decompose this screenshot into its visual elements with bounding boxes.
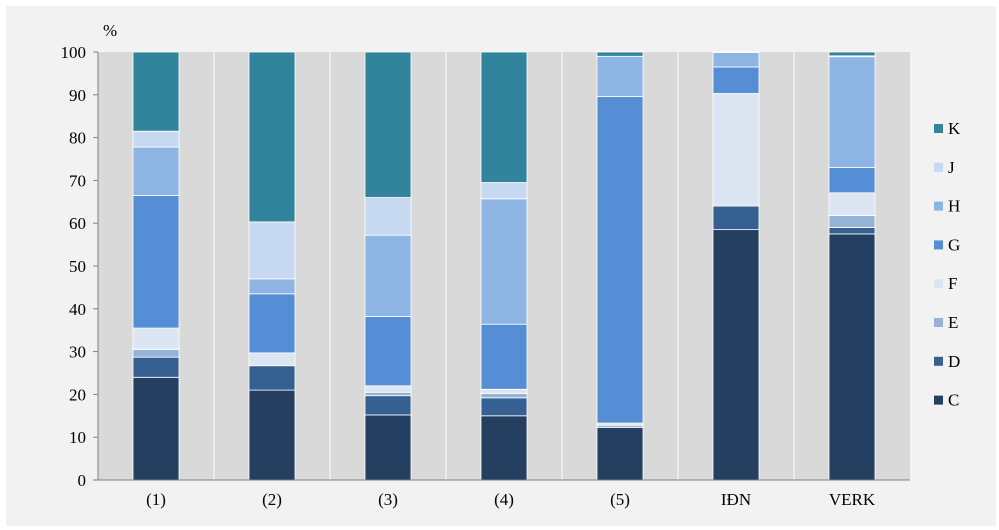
bar-segment-F bbox=[132, 327, 180, 350]
bar-segment-J bbox=[480, 182, 528, 200]
y-tick-label: 100 bbox=[61, 43, 87, 62]
bar-segment-K bbox=[480, 51, 528, 183]
bar-segment-K bbox=[596, 51, 644, 57]
x-tick-label: (5) bbox=[610, 490, 630, 509]
bar-segment-H bbox=[132, 146, 180, 196]
y-unit-label: % bbox=[103, 21, 117, 40]
bar-segment-H bbox=[596, 55, 644, 97]
y-tick-label: 20 bbox=[69, 385, 86, 404]
bar-segment-D bbox=[712, 205, 760, 231]
bar-segment-F bbox=[364, 385, 412, 393]
bar-segment-H bbox=[364, 234, 412, 317]
legend-swatch-G bbox=[934, 240, 943, 250]
axes: (1) (2) (3) (4) (5) IÐN VERK 0 10 20 30 40 50 60 70 80 9… bbox=[61, 43, 910, 509]
bar-segment-F bbox=[480, 388, 528, 394]
bar-segment-E bbox=[480, 393, 528, 399]
bar-segment-G bbox=[828, 167, 876, 194]
legend-label-G: G bbox=[948, 235, 960, 254]
bars bbox=[132, 51, 876, 481]
bar-segment-D bbox=[828, 227, 876, 235]
y-tick-label: 70 bbox=[69, 171, 86, 190]
legend-label-E: E bbox=[948, 313, 958, 332]
bar-segment-D bbox=[364, 395, 412, 416]
legend-swatch-H bbox=[934, 201, 943, 211]
bar-segment-J bbox=[248, 221, 296, 280]
x-tick-label: IÐN bbox=[721, 490, 751, 509]
x-tick-label: (1) bbox=[146, 490, 166, 509]
bar-segment-J bbox=[132, 130, 180, 148]
bar-segment-K bbox=[248, 51, 296, 223]
legend-swatch-D bbox=[934, 356, 943, 366]
y-tick-label: 90 bbox=[69, 86, 86, 105]
grid-lines bbox=[213, 52, 795, 480]
bar-segment-K bbox=[132, 51, 180, 132]
legend-label-C: C bbox=[948, 391, 959, 410]
bar-segment-J bbox=[364, 197, 412, 236]
bar-segment-D bbox=[248, 365, 296, 391]
bar-segment-C bbox=[248, 389, 296, 481]
bar-segment-G bbox=[480, 323, 528, 390]
bar-segment-G bbox=[712, 66, 760, 94]
bar-segment-J bbox=[712, 51, 760, 53]
bar-segment-C bbox=[480, 415, 528, 481]
legend-swatch-J bbox=[934, 162, 943, 172]
y-tick-label: 50 bbox=[69, 257, 86, 276]
x-tick-label: (2) bbox=[262, 490, 282, 509]
bar-segment-F bbox=[828, 192, 876, 216]
x-tick-label: VERK bbox=[829, 490, 876, 509]
bar-segment-H bbox=[712, 52, 760, 68]
legend-swatch-F bbox=[934, 279, 943, 289]
y-tick-label: 30 bbox=[69, 343, 86, 362]
bar-segment-C bbox=[828, 233, 876, 481]
x-tick-label: (3) bbox=[378, 490, 398, 509]
legend-label-H: H bbox=[948, 197, 960, 216]
bar-segment-H bbox=[828, 56, 876, 168]
bar-segment-F bbox=[712, 93, 760, 207]
bar-segment-G bbox=[132, 194, 180, 329]
legend-swatch-K bbox=[934, 124, 943, 133]
legend-label-K: K bbox=[948, 119, 961, 138]
legend-label-J: J bbox=[948, 158, 955, 177]
bar-segment-G bbox=[248, 293, 296, 354]
y-tick-label: 10 bbox=[69, 428, 86, 447]
bar-segment-C bbox=[596, 426, 644, 481]
y-tick-label: 40 bbox=[69, 300, 86, 319]
legend: K J HG F E D C bbox=[934, 119, 961, 410]
legend-label-D: D bbox=[948, 352, 960, 371]
legend-label-F: F bbox=[948, 274, 957, 293]
legend-swatch-C bbox=[934, 395, 943, 405]
y-tick-label: 0 bbox=[78, 471, 87, 490]
x-tick-label: (4) bbox=[494, 490, 514, 509]
bar-segment-D bbox=[480, 397, 528, 417]
bar-segment-C bbox=[712, 229, 760, 481]
bar-segment-G bbox=[596, 96, 644, 424]
bar-segment-G bbox=[364, 316, 412, 387]
bar-segment-D bbox=[132, 356, 180, 378]
y-tick-label: 60 bbox=[69, 214, 86, 233]
bar-segment-C bbox=[132, 376, 180, 481]
bar-segment-C bbox=[364, 414, 412, 481]
bar-segment-H bbox=[480, 198, 528, 325]
y-tick-label: 80 bbox=[69, 129, 86, 148]
bar-segment-E bbox=[828, 215, 876, 228]
legend-swatch-E bbox=[934, 318, 943, 327]
bar-segment-K bbox=[828, 51, 876, 57]
bar-segment-E bbox=[364, 391, 412, 397]
stacked-bar-chart: (1) (2) (3) (4) (5) IÐN VERK 0 10 20 30 40 50 60 70 80 9… bbox=[61, 21, 962, 509]
bar-segment-H bbox=[248, 278, 296, 295]
chart-frame: (1) (2) (3) (4) (5) IÐN VERK 0 10 20 30 40 50 60 70 80 9… bbox=[6, 6, 996, 526]
bar-segment-F bbox=[248, 352, 296, 367]
bar-segment-E bbox=[132, 349, 180, 358]
bar-segment-K bbox=[364, 51, 412, 198]
